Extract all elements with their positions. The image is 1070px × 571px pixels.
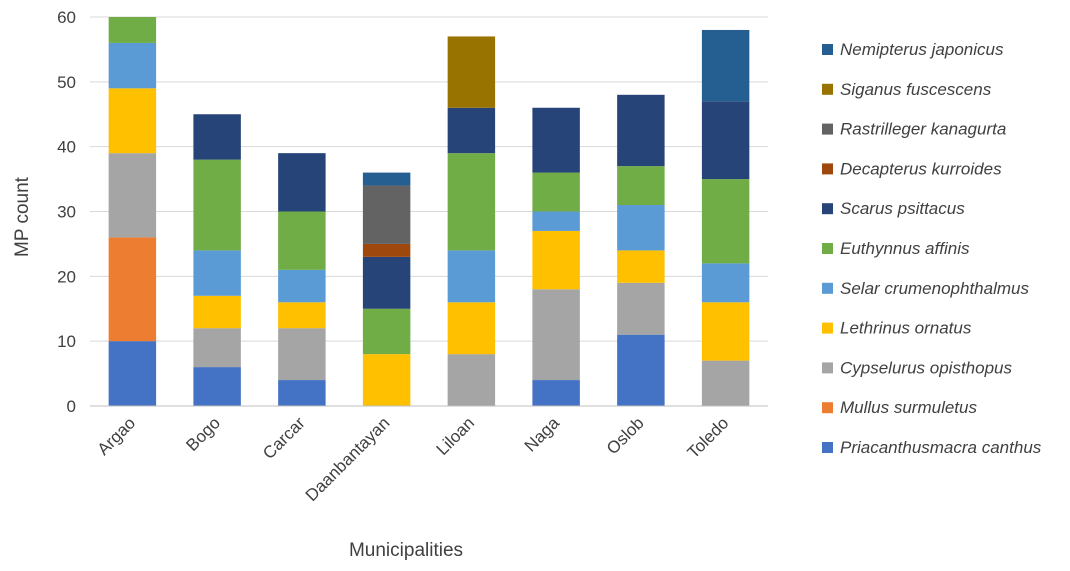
bar-segment: Selar crumenophthalmus — Argao: 7 <box>108 42 157 89</box>
bar-segment: Mullus surmuletus — Argao: 16 <box>108 237 157 342</box>
y-tick-label: 30 <box>57 203 76 222</box>
x-tick-label: Oslob <box>603 413 648 458</box>
y-tick-label: 0 <box>67 397 76 416</box>
bar-segment: Euthynnus affinis — Argao: 4 <box>108 17 157 43</box>
y-tick-label: 60 <box>57 8 76 27</box>
legend-label: Selar crumenophthalmus <box>840 279 1029 298</box>
y-tick-label: 40 <box>57 138 76 157</box>
bar-segment: Selar crumenophthalmus — Oslob: 7 <box>617 205 665 251</box>
bar-segment: Priacanthusmacra canthus — Naga: 4 <box>532 380 580 406</box>
legend-label: Siganus fuscescens <box>840 80 992 99</box>
legend-swatch <box>822 123 833 135</box>
x-tick-label: Argao <box>94 413 140 459</box>
legend-label: Decapterus kurroides <box>840 159 1002 178</box>
legend-label: Cypselurus opisthopus <box>840 358 1012 377</box>
bar-segment: Cypselurus opisthopus — Oslob: 8 <box>617 282 665 335</box>
legend-swatch <box>822 282 833 294</box>
bar-segment: Nemipterus japonicus — Toledo: 11 <box>701 29 750 102</box>
bar-segment: Cypselurus opisthopus — Carcar: 8 <box>278 328 326 381</box>
bars: Priacanthusmacra canthus — Argao: 10Mull… <box>108 17 750 406</box>
bar-segment: Decapterus kurroides — Daanbantayan: 2 <box>362 243 411 257</box>
bar-segment: Lethrinus ornatus — Naga: 9 <box>532 230 580 290</box>
bar-segment: Lethrinus ornatus — Oslob: 5 <box>617 250 665 283</box>
bar-segment: Siganus fuscescens — Liloan: 11 <box>447 36 496 108</box>
bar-segment: Euthynnus affinis — Bogo: 14 <box>193 159 241 251</box>
gridlines <box>90 16 768 342</box>
x-tick-label: Carcar <box>259 413 309 463</box>
legend-swatch <box>822 322 833 334</box>
bar-segment: Scarus psittacus — Liloan: 7 <box>447 107 496 154</box>
bar-segment: Cypselurus opisthopus — Liloan: 8 <box>447 354 496 406</box>
legend-label: Nemipterus japonicus <box>840 40 1004 59</box>
bar-segment: Euthynnus affinis — Oslob: 6 <box>617 166 665 206</box>
bar-segment: Scarus psittacus — Daanbantayan: 8 <box>362 256 411 309</box>
legend-label: Euthynnus affinis <box>840 239 970 258</box>
legend-swatch <box>822 163 833 175</box>
legend-label: Lethrinus ornatus <box>840 319 972 338</box>
legend: Nemipterus japonicus Siganus fuscescens Ra… <box>822 40 1042 457</box>
legend-label: Mullus surmuletus <box>840 398 977 417</box>
x-axis-title: Municipalities <box>349 540 463 561</box>
y-tick-label: 50 <box>57 73 76 92</box>
bar-segment: Euthynnus affinis — Naga: 6 <box>532 172 580 212</box>
bar-segment: Scarus psittacus — Bogo: 7 <box>193 114 241 160</box>
legend-swatch <box>822 203 833 215</box>
bar-segment: Lethrinus ornatus — Toledo: 9 <box>701 302 750 361</box>
bar-segment: Selar crumenophthalmus — Naga: 3 <box>532 211 580 231</box>
legend-label: Priacanthusmacra canthus <box>840 438 1042 457</box>
bar-segment: Lethrinus ornatus — Daanbantayan: 8 <box>362 354 411 406</box>
bar-segment: Scarus psittacus — Toledo: 12 <box>701 101 750 180</box>
legend-label: Rastrilleger kanagurta <box>840 120 1006 139</box>
y-tick-label: 10 <box>57 332 76 351</box>
bar-segment: Priacanthusmacra canthus — Oslob: 11 <box>617 334 665 406</box>
bar-segment: Priacanthusmacra canthus — Argao: 10 <box>108 341 157 406</box>
bar-segment: Cypselurus opisthopus — Argao: 13 <box>108 153 157 238</box>
bar-segment: Euthynnus affinis — Liloan: 15 <box>447 153 496 251</box>
bar-segment: Cypselurus opisthopus — Bogo: 6 <box>193 328 241 368</box>
y-axis-title: MP count <box>12 176 33 257</box>
bar-segment: Selar crumenophthalmus — Liloan: 8 <box>447 250 496 303</box>
bar-segment: Priacanthusmacra canthus — Bogo: 6 <box>193 367 241 406</box>
bar-segment: Euthynnus affinis — Daanbantayan: 7 <box>362 308 411 355</box>
legend-swatch <box>822 44 833 55</box>
x-tick-label: Naga <box>521 413 564 456</box>
bar-segment: Priacanthusmacra canthus — Carcar: 4 <box>278 380 326 406</box>
bar-segment: Lethrinus ornatus — Liloan: 8 <box>447 302 496 355</box>
x-tick-label: Toledo <box>684 413 733 462</box>
bar-segment: Selar crumenophthalmus — Toledo: 6 <box>701 263 750 303</box>
bar-segment: Scarus psittacus — Oslob: 11 <box>617 94 665 167</box>
legend-swatch <box>822 243 833 254</box>
bar-segment: Selar crumenophthalmus — Bogo: 7 <box>193 250 241 296</box>
legend-swatch <box>822 442 833 453</box>
bar-segment: Rastrilleger kanagurta — Daanbantayan: 9 <box>362 185 411 244</box>
bar-segment: Cypselurus opisthopus — Naga: 14 <box>532 289 580 381</box>
y-tick-label: 20 <box>57 267 76 286</box>
bar-segment: Scarus psittacus — Naga: 10 <box>532 107 580 173</box>
bar-segment: Euthynnus affinis — Carcar: 9 <box>278 211 326 270</box>
bar-segment: Lethrinus ornatus — Carcar: 4 <box>278 302 326 329</box>
legend-swatch <box>822 402 833 414</box>
bar-segment: Euthynnus affinis — Toledo: 13 <box>701 179 750 264</box>
bar-segment: Lethrinus ornatus — Argao: 10 <box>108 88 157 154</box>
legend-swatch <box>822 362 833 374</box>
bar-segment: Nemipterus japonicus — Daanbantayan: 2 <box>362 172 411 186</box>
bar-segment: Scarus psittacus — Carcar: 9 <box>278 153 326 212</box>
bar-segment: Cypselurus opisthopus — Toledo: 7 <box>701 360 750 406</box>
bar-segment: Selar crumenophthalmus — Carcar: 5 <box>278 269 326 303</box>
x-tick-label: Bogo <box>182 413 224 455</box>
legend-swatch <box>822 83 833 95</box>
bar-segment: Lethrinus ornatus — Bogo: 5 <box>193 295 241 329</box>
x-tick-label: Daanbantayan <box>302 413 394 505</box>
x-tick-label: Liloan <box>433 413 479 459</box>
legend-label: Scarus psittacus <box>840 199 965 218</box>
